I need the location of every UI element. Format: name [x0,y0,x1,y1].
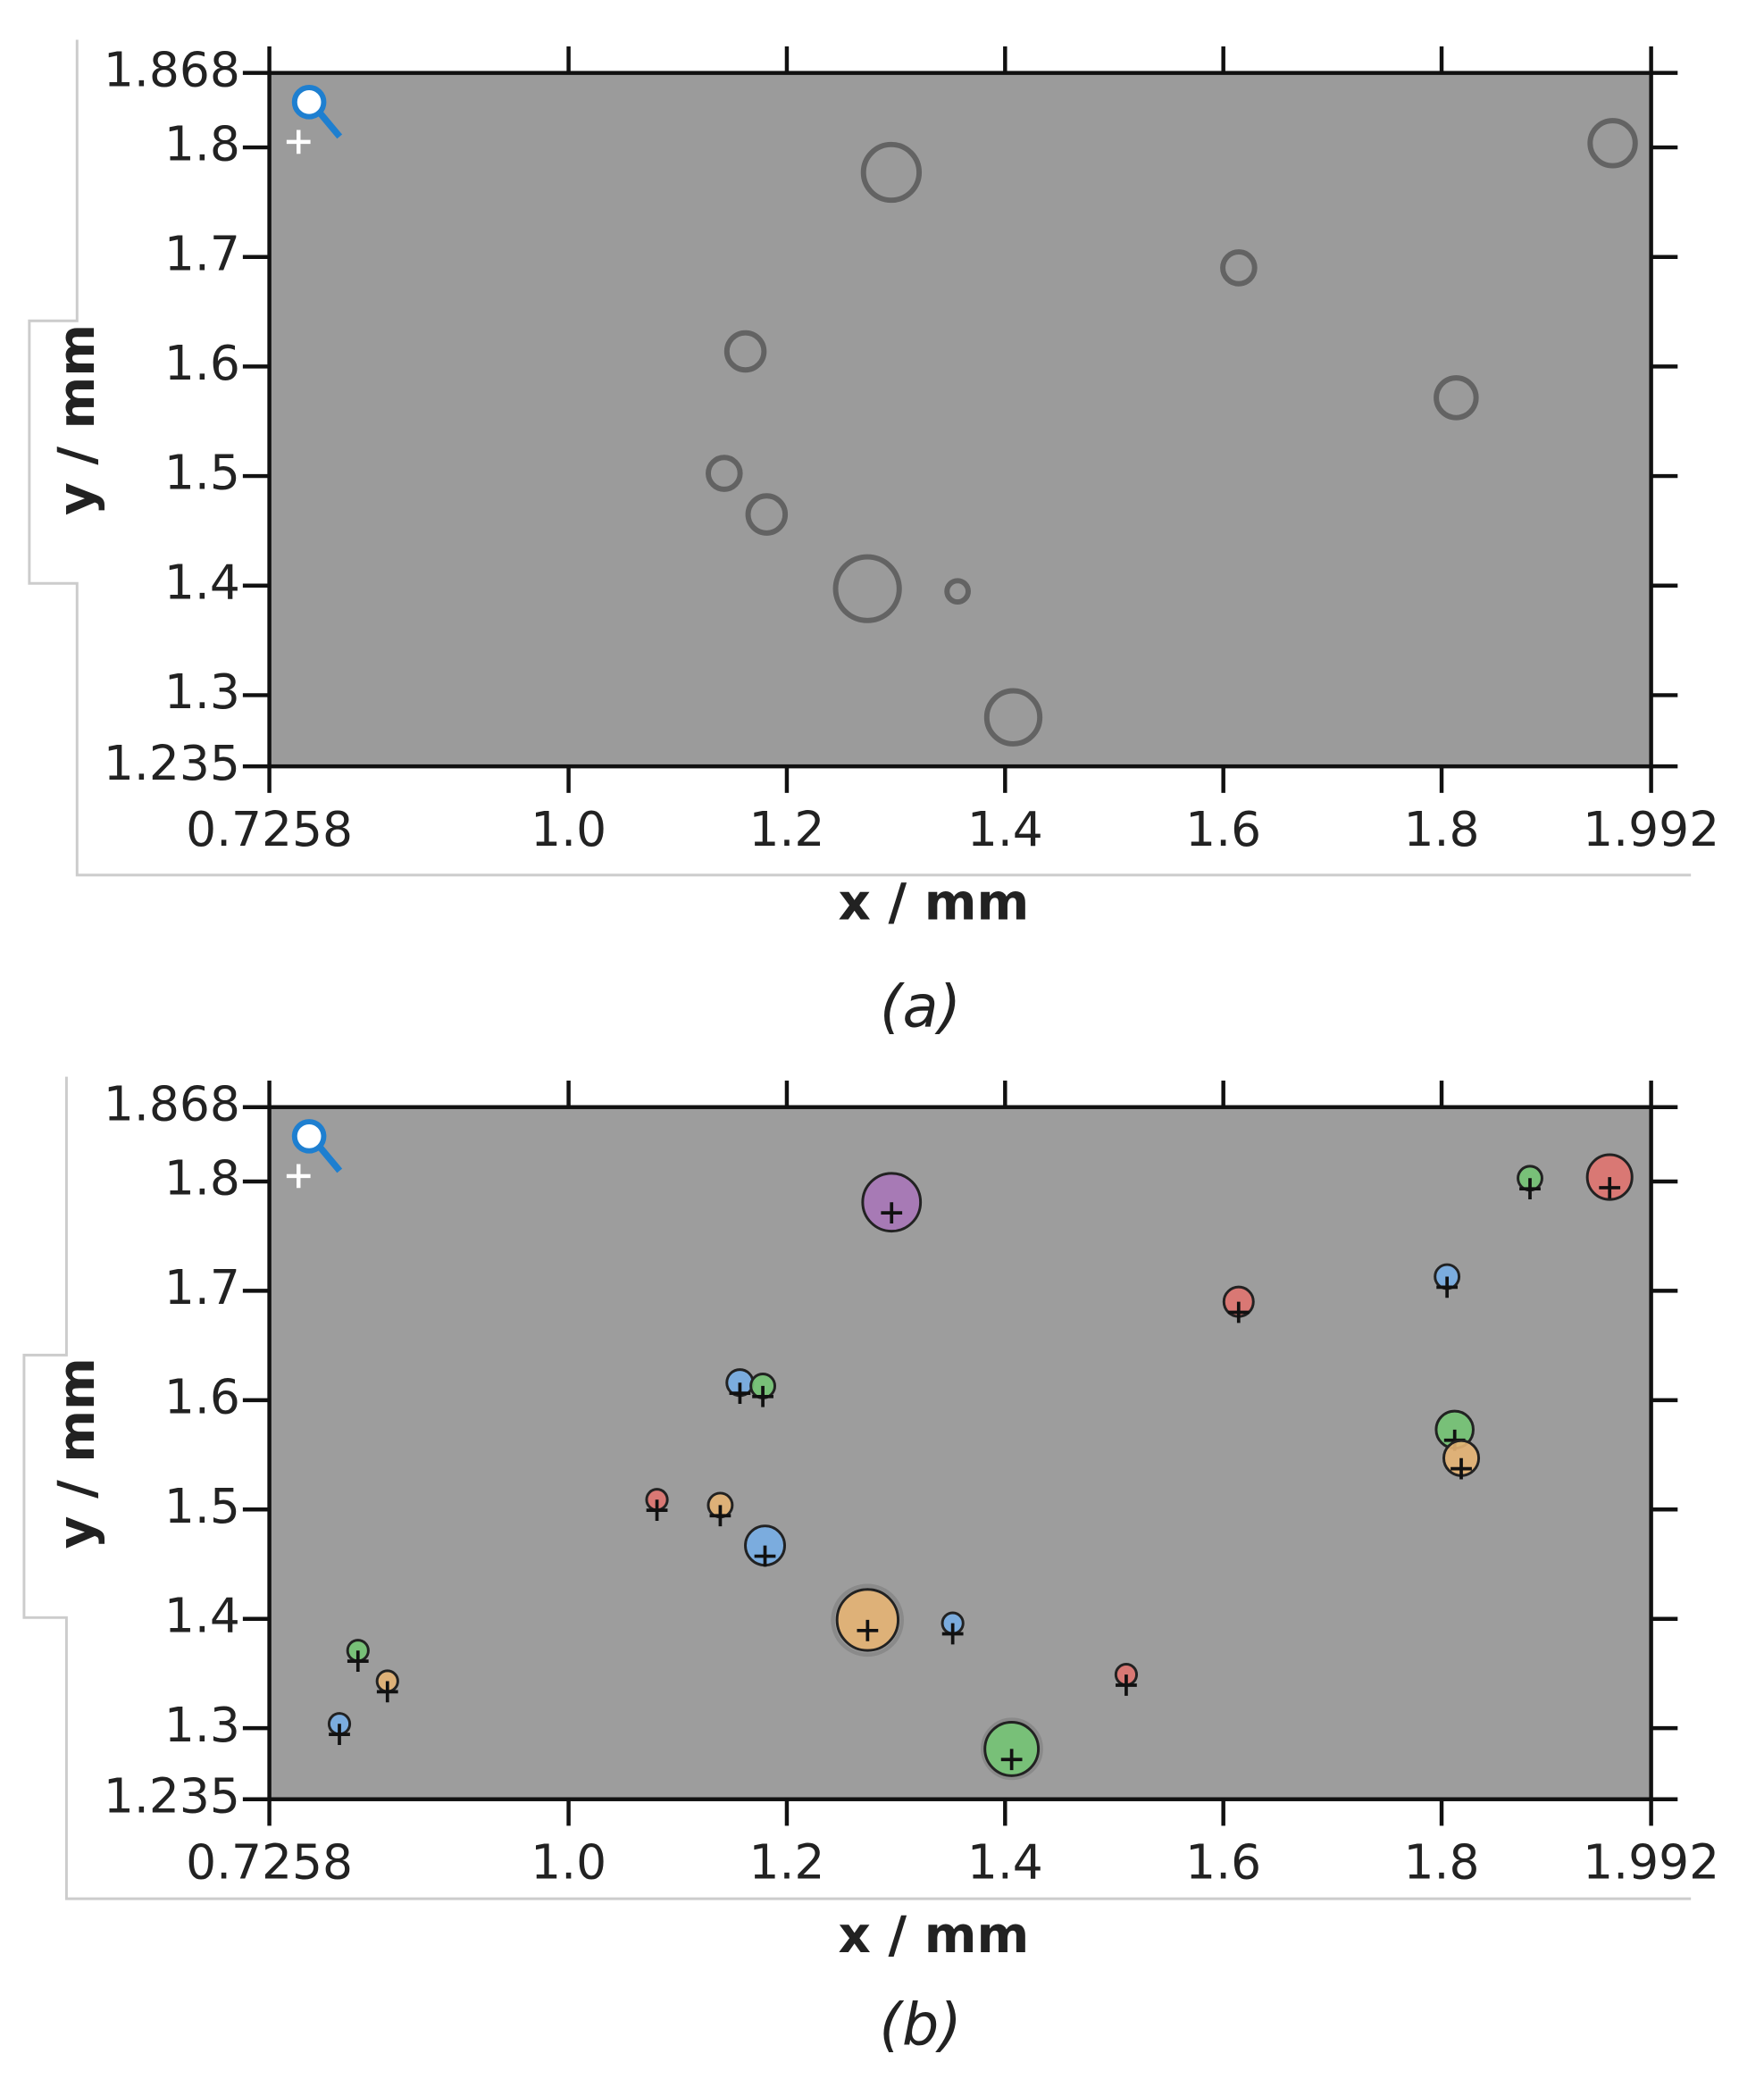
x-tick-label: 1.0 [531,1834,606,1891]
x-tick-label: 1.6 [1185,1834,1261,1891]
image-rings [706,118,1638,747]
y-tick-label: 1.8 [164,1150,240,1206]
x-tick-label: 1.8 [1404,801,1480,857]
x-tick-label: 1.0 [531,801,606,857]
y-tick-label: 1.868 [104,1075,240,1131]
x-tick-label: 1.6 [1185,801,1261,857]
centroid-cross [729,1382,751,1405]
x-tick-label: 1.8 [1404,1834,1480,1891]
x-tick-label: 0.7258 [186,1834,353,1891]
y-axis-title: y / mm [48,324,106,515]
y-tick-label: 1.7 [164,225,240,281]
x-tick-label: 1.992 [1583,801,1719,857]
panel-frame [22,1076,1692,1900]
centroid-cross [1436,1276,1459,1298]
zoom-icon [286,1119,343,1189]
centroid-cross [881,1202,903,1223]
plot-border [267,1105,1653,1801]
y-tick-label: 1.6 [164,1368,240,1424]
x-axis-title: x / mm [838,1907,1029,1965]
y-tick-label: 1.4 [164,554,240,610]
y-tick-label: 1.4 [164,1587,240,1643]
centroid-cross [1450,1457,1472,1480]
x-tick-label: 1.4 [967,801,1043,857]
centroid-cross [857,1619,879,1641]
image-area [269,72,1651,767]
x-axis-title: x / mm [838,874,1029,932]
x-tick-label: 1.2 [748,801,824,857]
y-tick-label: 1.3 [164,664,240,720]
particle [861,1172,923,1233]
image-rings [831,1583,1043,1781]
y-tick-label: 1.235 [104,735,240,791]
panel-frame [28,39,1692,877]
image-area [269,1106,1651,1799]
zoom-icon [286,85,343,154]
centroid-cross [1116,1674,1137,1696]
centroid-cross [752,1385,773,1407]
centroid-cross [376,1681,398,1703]
y-axis-title: y / mm [48,1357,106,1549]
caption: (a) [880,973,961,1040]
x-tick-label: 1.2 [748,1834,824,1891]
y-tick-label: 1.8 [164,116,240,172]
centroid-cross [329,1724,350,1746]
centroid-cross [1519,1178,1541,1200]
y-tick-label: 1.3 [164,1697,240,1753]
plot-border [267,71,1653,769]
y-tick-label: 1.5 [164,445,240,501]
y-tick-label: 1.5 [164,1478,240,1534]
centroid-cross [1599,1177,1621,1198]
x-tick-label: 0.7258 [186,801,353,857]
x-tick-label: 1.992 [1583,1834,1719,1891]
y-tick-label: 1.235 [104,1767,240,1824]
x-tick-label: 1.4 [967,1834,1043,1891]
y-tick-label: 1.7 [164,1259,240,1315]
y-tick-label: 1.868 [104,41,240,97]
centroid-cross [1000,1749,1023,1771]
centroid-cross [646,1499,668,1522]
centroid-cross [709,1505,732,1527]
centroid-cross [347,1650,369,1672]
centroid-cross [941,1623,964,1645]
centroid-cross [754,1545,776,1567]
caption: (b) [879,1991,961,2059]
y-tick-label: 1.6 [164,335,240,391]
centroid-cross [1227,1301,1250,1323]
